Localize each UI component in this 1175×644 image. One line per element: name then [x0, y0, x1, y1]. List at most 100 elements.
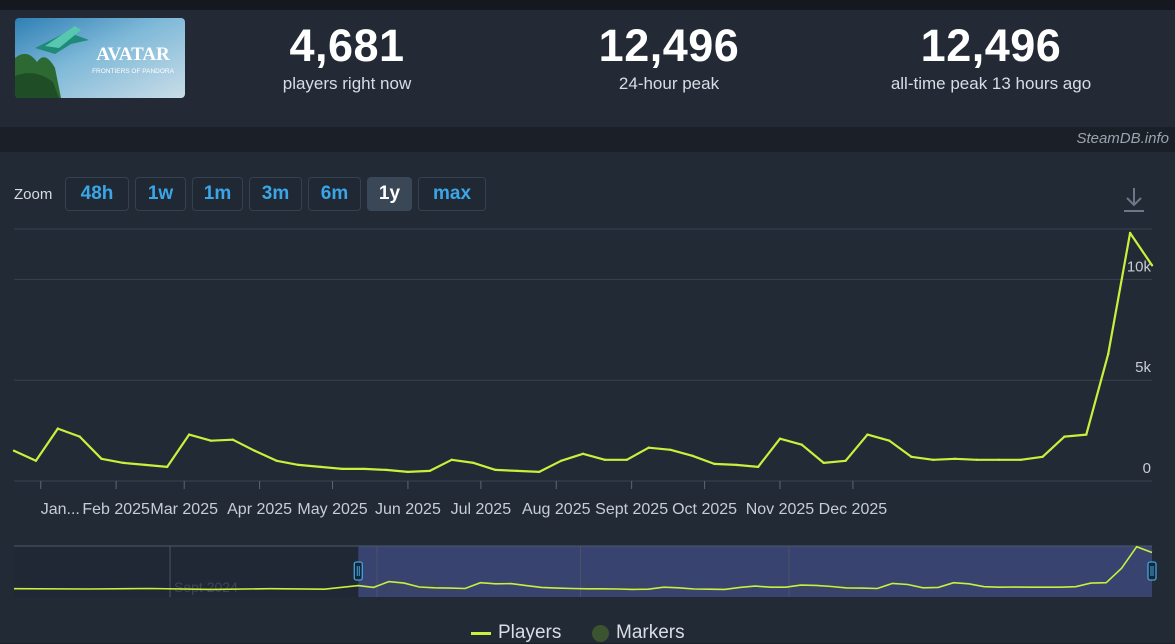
x-tick-label: Jan...: [41, 501, 80, 518]
data-point[interactable]: [56, 427, 59, 430]
data-point[interactable]: [669, 448, 672, 451]
legend-item-players[interactable]: Players: [471, 622, 561, 644]
data-point[interactable]: [231, 438, 234, 441]
navigator-line: [13, 545, 1153, 591]
data-point[interactable]: [1063, 435, 1066, 438]
data-point[interactable]: [1128, 231, 1132, 235]
data-point[interactable]: [800, 443, 803, 446]
data-point[interactable]: [494, 468, 497, 472]
zoom-1y-button[interactable]: 1y: [367, 177, 412, 211]
data-point[interactable]: [472, 461, 475, 465]
x-tick-label: May 2025: [297, 501, 367, 518]
current-players-label: players right now: [282, 74, 412, 93]
section-gap: [0, 127, 1175, 152]
data-point[interactable]: [341, 467, 344, 471]
data-point[interactable]: [559, 459, 563, 462]
legend-players-swatch: [471, 631, 491, 635]
peak-24h-value: 12,496: [598, 20, 740, 71]
players-series[interactable]: [12, 231, 1154, 474]
steamdb-credit[interactable]: SteamDB.info: [1076, 130, 1169, 147]
players-line[interactable]: [13, 231, 1153, 473]
data-point[interactable]: [428, 469, 431, 473]
data-point[interactable]: [691, 454, 694, 457]
data-point[interactable]: [34, 459, 38, 462]
data-point[interactable]: [997, 458, 1000, 461]
stats-bar: [0, 10, 1175, 127]
data-point[interactable]: [866, 433, 869, 436]
data-point[interactable]: [122, 461, 125, 465]
game-logo-subtitle: FRONTIERS OF PANDORA: [92, 68, 175, 75]
data-point[interactable]: [756, 465, 760, 469]
data-point[interactable]: [363, 467, 366, 471]
chart-legend: Players Markers: [0, 620, 1175, 643]
data-point[interactable]: [822, 461, 825, 465]
data-point[interactable]: [1041, 455, 1044, 458]
data-point[interactable]: [275, 459, 278, 462]
data-point[interactable]: [12, 449, 16, 452]
legend-markers-swatch: [592, 624, 609, 642]
data-point[interactable]: [1107, 352, 1110, 356]
navigator-handle-right[interactable]: [1147, 561, 1157, 581]
data-point[interactable]: [319, 465, 322, 469]
zoom-6m-button[interactable]: 6m: [308, 177, 361, 211]
data-point[interactable]: [166, 465, 169, 469]
navigator[interactable]: Sept 2024 Jan 2025 May 2025 Sept 2025: [13, 545, 1157, 597]
navigator-selection[interactable]: [358, 546, 1152, 597]
x-tick-label: Aug 2025: [522, 501, 591, 518]
data-point[interactable]: [625, 458, 628, 461]
stat-all-time-peak: 12,496 all-time peak 13 hours ago: [841, 20, 1141, 95]
data-point[interactable]: [603, 458, 607, 461]
data-point[interactable]: [406, 470, 410, 474]
data-point[interactable]: [1085, 433, 1088, 436]
chart-gridlines: [14, 228, 1152, 482]
data-point[interactable]: [187, 433, 191, 436]
zoom-48h-button[interactable]: 48h: [65, 177, 129, 211]
game-logo-art: AVATAR FRONTIERS OF PANDORA: [15, 18, 185, 98]
data-point[interactable]: [932, 458, 935, 461]
zoom-label: Zoom: [14, 186, 53, 203]
game-logo: AVATAR FRONTIERS OF PANDORA: [15, 18, 185, 98]
navigator-tick-label: May 2025: [584, 579, 646, 595]
x-tick-label: Feb 2025: [82, 501, 150, 518]
y-tick-label: 5k: [1135, 359, 1151, 376]
download-icon[interactable]: [1122, 186, 1146, 214]
zoom-max-button[interactable]: max: [418, 177, 486, 211]
data-point[interactable]: [516, 469, 519, 473]
stat-24h-peak: 12,496 24-hour peak: [519, 20, 819, 95]
data-point[interactable]: [1019, 458, 1022, 461]
all-time-peak-label: all-time peak 13 hours ago: [890, 74, 1092, 93]
data-point[interactable]: [100, 457, 103, 460]
data-point[interactable]: [209, 439, 213, 442]
data-point[interactable]: [1150, 264, 1154, 267]
x-tick-label: Nov 2025: [746, 501, 815, 518]
data-point[interactable]: [297, 463, 300, 467]
data-point[interactable]: [538, 470, 541, 474]
navigator-tick-label: Sept 2025: [793, 579, 857, 595]
data-point[interactable]: [975, 458, 979, 461]
data-point[interactable]: [844, 459, 847, 462]
legend-item-markers[interactable]: Markers: [592, 622, 685, 644]
data-point[interactable]: [713, 462, 716, 466]
data-point[interactable]: [253, 449, 256, 452]
data-point[interactable]: [778, 437, 782, 440]
data-point[interactable]: [888, 439, 891, 442]
x-tick-label: Jun 2025: [375, 501, 441, 518]
data-point[interactable]: [78, 435, 81, 438]
zoom-3m-button[interactable]: 3m: [249, 177, 302, 211]
zoom-1m-button[interactable]: 1m: [192, 177, 243, 211]
y-tick-label: 10k: [1127, 258, 1152, 275]
zoom-1w-button[interactable]: 1w: [135, 177, 186, 211]
data-point[interactable]: [384, 468, 388, 472]
data-point[interactable]: [581, 452, 585, 455]
data-point[interactable]: [450, 458, 453, 461]
top-strip: [0, 0, 1175, 10]
data-point[interactable]: [910, 455, 913, 458]
data-point[interactable]: [144, 463, 147, 467]
data-point[interactable]: [735, 463, 738, 467]
navigator-tick-label: Sept 2024: [174, 579, 238, 595]
data-point[interactable]: [647, 446, 650, 449]
players-chart[interactable]: 0 5k 10k Jan... Feb 2025 Mar 2025 Apr 2025 May…: [0, 0, 1175, 620]
navigator-handle-left[interactable]: [353, 561, 363, 581]
legend-markers-label: Markers: [616, 622, 685, 643]
data-point[interactable]: [953, 457, 957, 460]
